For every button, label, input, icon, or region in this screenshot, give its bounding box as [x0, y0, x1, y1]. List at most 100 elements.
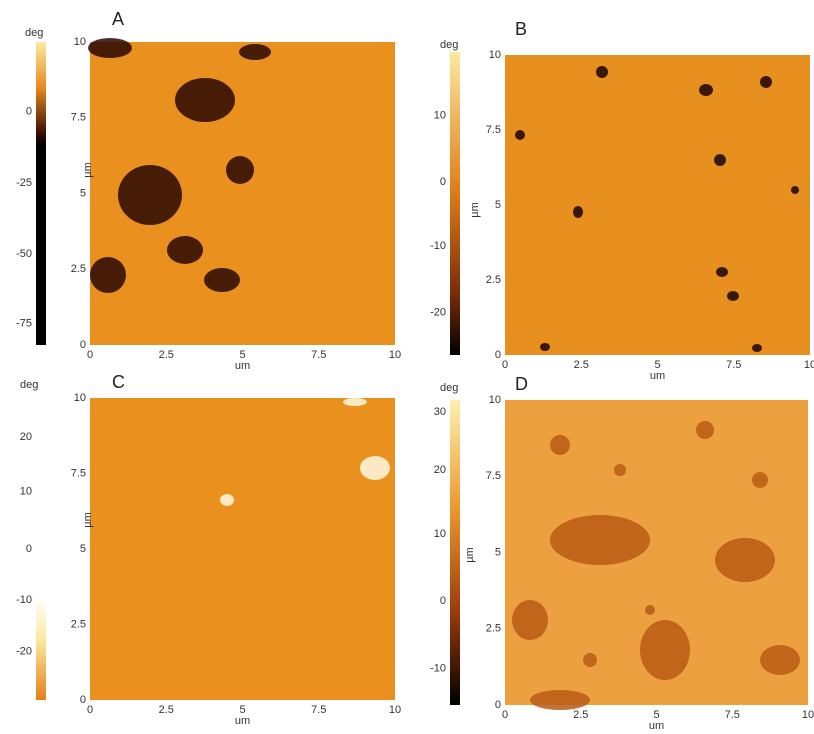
panel-label: A	[112, 9, 124, 29]
surface-feature	[716, 267, 728, 277]
y-tick-label: 10	[74, 36, 86, 48]
colorbar	[450, 52, 460, 355]
colorbar-tick-label: 10	[20, 486, 32, 498]
panel-label: C	[112, 372, 125, 392]
colorbar-unit: deg	[20, 379, 38, 391]
surface-feature	[573, 206, 583, 218]
y-tick-label: 7.5	[71, 467, 86, 479]
surface-feature	[714, 154, 726, 166]
colorbar-unit: deg	[440, 382, 458, 394]
surface-feature	[226, 156, 254, 184]
surface-feature	[596, 66, 608, 78]
x-tick-label: 7.5	[311, 704, 326, 716]
surface-feature	[550, 515, 650, 565]
x-tick-label: 2.5	[574, 359, 589, 371]
x-tick-label: 0	[502, 359, 508, 371]
x-tick-label: 0	[87, 704, 93, 716]
colorbar-unit: deg	[440, 39, 458, 51]
surface-feature	[699, 84, 713, 96]
colorbar-tick-label: 0	[440, 176, 446, 188]
surface-feature	[614, 464, 626, 476]
surface-feature	[515, 130, 525, 140]
panel-label: B	[515, 19, 527, 39]
surface-feature	[175, 78, 235, 122]
colorbar-tick-label: -50	[16, 248, 32, 260]
colorbar-tick-label: -20	[16, 646, 32, 658]
colorbar-tick-label: -25	[16, 177, 32, 189]
surface-feature	[512, 600, 548, 640]
y-tick-label: 7.5	[486, 124, 501, 136]
surface-feature	[791, 186, 799, 194]
surface-feature	[645, 605, 655, 615]
x-tick-label: 10	[804, 359, 814, 371]
surface-feature	[727, 291, 739, 301]
surface-feature	[760, 76, 772, 88]
y-tick-label: 2.5	[486, 274, 501, 286]
colorbar-tick-label: 0	[440, 595, 446, 607]
x-tick-label: 7.5	[311, 349, 326, 361]
y-tick-label: 5	[495, 199, 501, 211]
afm-image	[505, 55, 810, 355]
surface-feature	[752, 472, 768, 488]
surface-feature	[760, 645, 800, 675]
x-tick-label: 2.5	[573, 709, 588, 721]
surface-feature	[752, 344, 762, 352]
surface-feature	[530, 690, 590, 710]
surface-feature	[583, 653, 597, 667]
y-axis-label: µm	[82, 512, 94, 528]
colorbar-tick-label: 10	[434, 528, 446, 540]
surface-feature	[696, 421, 714, 439]
colorbar-tick-label: -10	[430, 240, 446, 252]
colorbar-tick-label: 30	[434, 406, 446, 418]
x-tick-label: 10	[802, 709, 814, 721]
x-axis-label: um	[235, 360, 250, 372]
panel-label: D	[515, 374, 528, 394]
colorbar	[450, 400, 460, 705]
surface-feature	[88, 38, 132, 58]
x-tick-label: 7.5	[726, 359, 741, 371]
x-tick-label: 0	[502, 709, 508, 721]
surface-feature	[167, 236, 203, 264]
x-tick-label: 0	[87, 349, 93, 361]
surface-feature	[239, 44, 271, 60]
surface-feature	[550, 435, 570, 455]
colorbar-tick-label: 0	[26, 106, 32, 118]
x-tick-label: 2.5	[159, 349, 174, 361]
y-tick-label: 0	[80, 339, 86, 351]
afm-image	[90, 398, 395, 700]
x-axis-label: um	[650, 370, 665, 382]
x-tick-label: 2.5	[159, 704, 174, 716]
y-axis-label: µm	[82, 162, 94, 178]
figure: Adeg0-25-50-7502.557.51002.557.510umµmBd…	[0, 0, 814, 734]
y-tick-label: 2.5	[71, 263, 86, 275]
y-tick-label: 7.5	[71, 112, 86, 124]
surface-feature	[640, 620, 690, 680]
colorbar-tick-label: -20	[430, 306, 446, 318]
colorbar-tick-label: 20	[434, 464, 446, 476]
colorbar-tick-label: -10	[16, 594, 32, 606]
colorbar-tick-label: 20	[20, 431, 32, 443]
colorbar-tick-label: 0	[26, 543, 32, 555]
y-tick-label: 0	[495, 349, 501, 361]
y-tick-label: 5	[495, 546, 501, 558]
y-tick-label: 2.5	[71, 618, 86, 630]
x-axis-label: um	[235, 715, 250, 727]
colorbar	[36, 398, 46, 700]
colorbar-tick-label: 10	[434, 110, 446, 122]
surface-feature	[118, 165, 182, 225]
surface-feature	[220, 494, 234, 506]
y-axis-label: µm	[469, 202, 481, 218]
y-tick-label: 5	[80, 543, 86, 555]
y-tick-label: 10	[489, 49, 501, 61]
colorbar-tick-label: -10	[430, 662, 446, 674]
y-tick-label: 2.5	[486, 623, 501, 635]
surface-feature	[360, 456, 390, 480]
y-tick-label: 7.5	[486, 470, 501, 482]
y-tick-label: 0	[80, 694, 86, 706]
y-tick-label: 10	[489, 394, 501, 406]
x-tick-label: 10	[389, 704, 401, 716]
y-axis-label: µm	[464, 547, 476, 563]
y-tick-label: 0	[495, 699, 501, 711]
surface-feature	[204, 268, 240, 292]
